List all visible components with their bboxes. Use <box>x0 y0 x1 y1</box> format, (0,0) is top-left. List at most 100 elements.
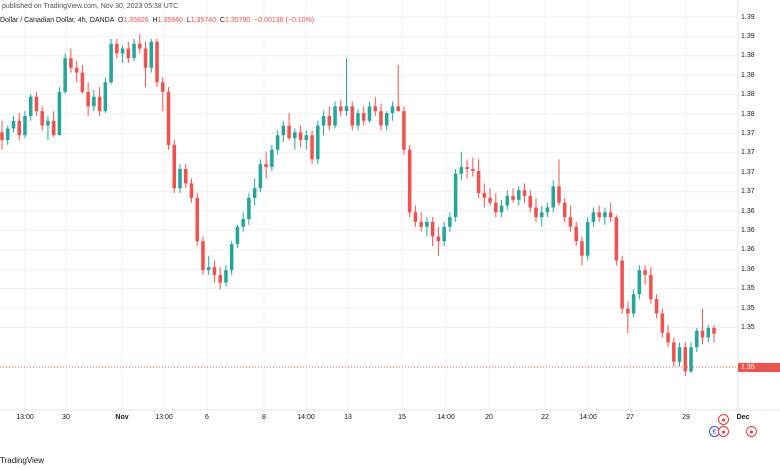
candle-down <box>660 313 665 333</box>
candle-up <box>23 115 27 136</box>
candle-down <box>74 67 79 73</box>
candle-down <box>683 347 688 372</box>
candle-up <box>505 195 510 206</box>
flag-icon[interactable]: ● <box>718 414 729 425</box>
candle-down <box>172 144 177 189</box>
candle-up <box>545 207 550 213</box>
candle-down <box>522 190 527 196</box>
price-tick-label: 1.39 <box>741 32 755 40</box>
candle-down <box>396 106 400 112</box>
time-tick-label: 27 <box>626 414 634 421</box>
candle-up <box>149 41 154 68</box>
time-tick-label: 20 <box>485 414 493 421</box>
price-tick-label: 1.35 <box>741 285 755 293</box>
candle-down <box>430 221 435 237</box>
candle-down <box>189 183 194 198</box>
flag-icon[interactable]: ● <box>718 426 729 437</box>
candle-down <box>155 41 159 83</box>
candle-up <box>390 106 395 114</box>
candle-up <box>603 212 607 218</box>
price-tick-label: 1.38 <box>741 91 755 99</box>
candle-up <box>631 294 636 314</box>
price-tick-label: 1.36 <box>741 226 755 234</box>
change-value: −0.00136 (−0.10%) <box>254 17 315 24</box>
candle-down <box>436 236 441 242</box>
candle-up <box>235 226 240 245</box>
candle-up <box>206 267 211 271</box>
candle-up <box>689 347 693 372</box>
candle-up <box>356 113 360 126</box>
tradingview-logo: TradingView <box>0 456 45 465</box>
candle-up <box>275 135 280 150</box>
time-tick-label: 29 <box>682 414 690 421</box>
candle-up <box>57 91 62 136</box>
candle-down <box>700 330 705 338</box>
candle-down <box>138 43 142 49</box>
price-tick-label: 1.37 <box>741 129 755 137</box>
candle-down <box>86 91 90 107</box>
candle-down <box>413 212 418 222</box>
price-tick-label: 1.37 <box>741 149 755 157</box>
candle-up <box>333 106 337 126</box>
candle-up <box>281 125 286 136</box>
price-tick-label: 1.35 <box>741 304 755 312</box>
candle-down <box>126 48 131 59</box>
candle-down <box>212 267 217 275</box>
candle-up <box>224 270 228 283</box>
candle-down <box>379 111 383 126</box>
candle-down <box>672 342 676 362</box>
price-tick-label: 1.36 <box>741 265 755 273</box>
time-tick-label: Nov <box>115 414 129 421</box>
candle-up <box>591 212 596 222</box>
candle-down <box>338 106 343 112</box>
candle-down <box>201 241 205 271</box>
candle-down <box>34 96 39 112</box>
candle-down <box>568 217 573 227</box>
candle-up <box>229 244 234 271</box>
candle-down <box>373 106 378 112</box>
price-tick-label: 1.36 <box>741 207 755 215</box>
candle-down <box>264 164 268 168</box>
candle-up <box>103 82 108 112</box>
time-tick-label: 14:00 <box>437 414 455 421</box>
candle-up <box>293 132 297 139</box>
candle-up <box>448 217 452 227</box>
candle-down <box>402 111 406 150</box>
candle-down <box>287 125 291 139</box>
candle-down <box>195 197 200 242</box>
price-tick-label: 1.38 <box>741 110 755 118</box>
candle-up <box>304 135 309 141</box>
low-label: L <box>186 17 191 24</box>
candle-up <box>499 205 504 213</box>
candle-down <box>488 197 492 203</box>
open-label: O <box>117 17 124 24</box>
candle-down <box>327 115 332 126</box>
high-label: H <box>152 17 158 24</box>
close-label: C <box>219 17 225 24</box>
candle-up <box>92 96 96 107</box>
candle-down <box>166 91 171 145</box>
candle-down <box>626 308 630 314</box>
time-tick-label: 14:00 <box>579 414 597 421</box>
candle-down <box>218 274 222 283</box>
symbol-legend: Dollar / Canadian Dollar, 4h, OANDA O1.3… <box>0 17 314 24</box>
candle-up <box>28 96 33 116</box>
candle-down <box>298 132 303 141</box>
candle-down <box>115 43 119 54</box>
price-tick-label: 1.37 <box>741 168 755 176</box>
candle-down <box>614 217 619 261</box>
candle-up <box>178 168 182 189</box>
candle-down <box>574 226 578 242</box>
time-tick-label: 14:00 <box>297 414 315 421</box>
flag-icon[interactable]: ● <box>746 426 757 437</box>
price-tick-label: 1.36 <box>741 246 755 254</box>
price-tick-label: 1.35 <box>741 323 755 331</box>
price-tick-label: 1.37 <box>741 188 755 196</box>
candle-down <box>69 58 73 68</box>
candle-up <box>539 212 544 218</box>
candle-up <box>425 221 429 227</box>
candle-up <box>367 106 372 121</box>
candle-down <box>580 241 584 256</box>
candle-up <box>551 186 556 208</box>
